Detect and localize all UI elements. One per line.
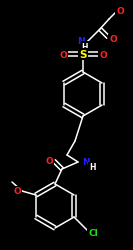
Text: O: O [109,35,117,44]
Text: Cl: Cl [88,228,98,237]
Text: S: S [79,50,87,60]
Text: N: N [82,158,90,167]
Text: O: O [116,6,124,16]
Text: O: O [99,50,107,59]
Text: H: H [89,163,95,172]
Text: H: H [82,42,88,51]
Text: O: O [45,157,53,166]
Text: O: O [59,50,67,59]
Text: N: N [77,37,85,46]
Text: O: O [13,187,21,196]
